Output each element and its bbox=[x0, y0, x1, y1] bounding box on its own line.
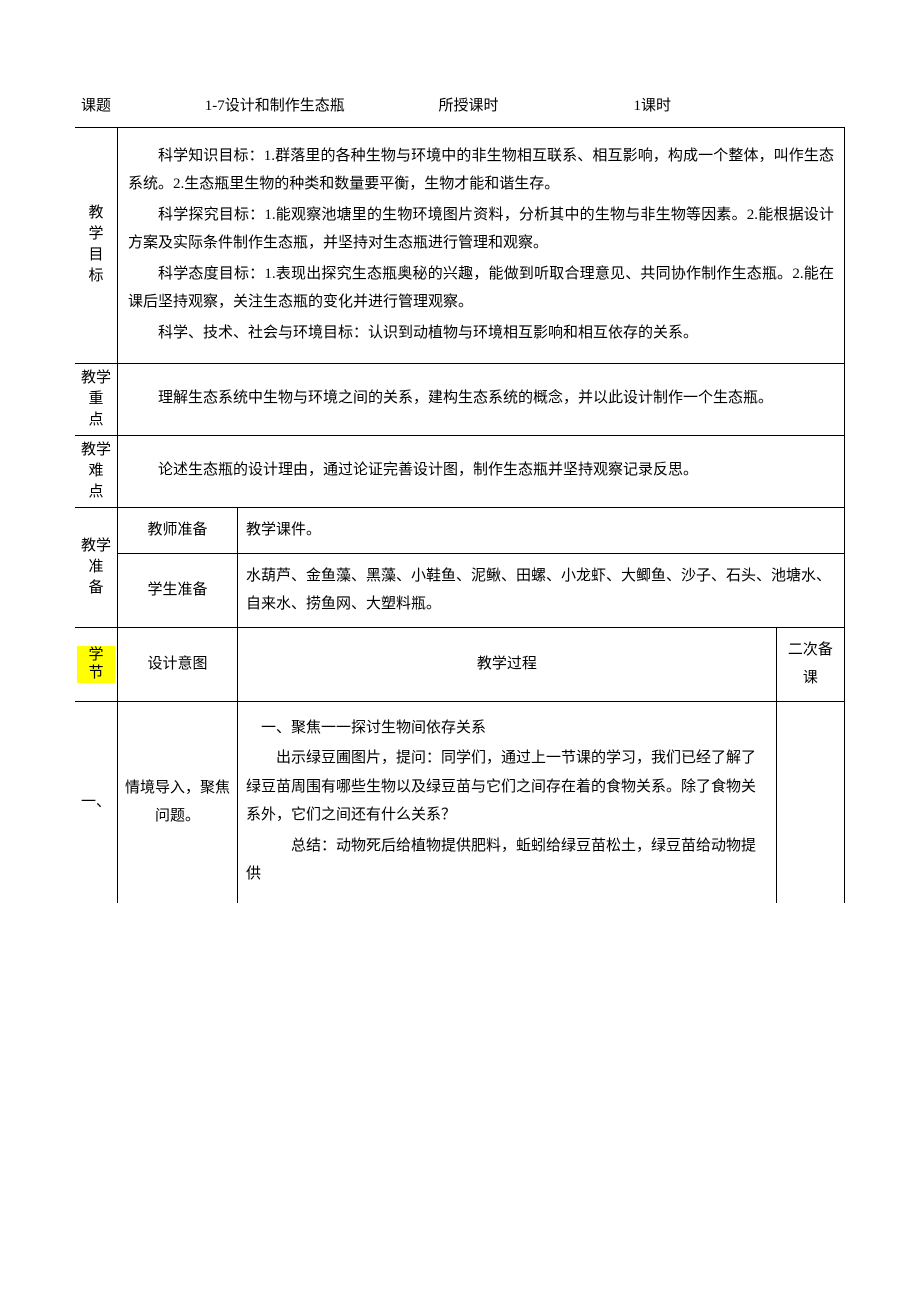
section1-p1: 一、聚焦一一探讨生物间依存关系 bbox=[246, 714, 768, 743]
process-col1-label: 学 节 bbox=[75, 627, 118, 701]
prep-label-2: 备 bbox=[77, 578, 115, 599]
section1-notes bbox=[776, 701, 844, 903]
kp-label-2: 点 bbox=[77, 410, 115, 431]
col1-a: 学 bbox=[77, 646, 115, 665]
keypoint-text: 理解生态系统中生物与环境之间的关系，建构生态系统的概念，并以此设计制作一个生态瓶… bbox=[128, 384, 834, 413]
section1-num: 一、 bbox=[75, 701, 118, 903]
difficulty-row: 教学难 点 论述生态瓶的设计理由，通过论证完善设计图，制作生态瓶并坚持观察记录反… bbox=[75, 436, 845, 508]
prep-teacher-label: 教师准备 bbox=[118, 508, 238, 554]
objective-attitude: 科学态度目标：1.表现出探究生态瓶奥秘的兴趣，能做到听取合理意见、共同协作制作生… bbox=[128, 260, 834, 317]
col1-b: 节 bbox=[77, 664, 115, 683]
objective-inquiry: 科学探究目标：1.能观察池塘里的生物环境图片资料，分析其中的生物与非生物等因素。… bbox=[128, 201, 834, 258]
difficulty-text: 论述生态瓶的设计理由，通过论证完善设计图，制作生态瓶并坚持观察记录反思。 bbox=[128, 456, 834, 485]
prep-student-label: 学生准备 bbox=[118, 553, 238, 627]
objective-stse: 科学、技术、社会与环境目标：认识到动植物与环境相互影响和相互依存的关系。 bbox=[128, 319, 834, 348]
period-label: 所授课时 bbox=[409, 92, 529, 121]
section1-p3: 总结：动物死后给植物提供肥料，蚯蚓给绿豆苗松土，绿豆苗给动物提供 bbox=[246, 832, 768, 889]
keypoint-content: 理解生态系统中生物与环境之间的关系，建构生态系统的概念，并以此设计制作一个生态瓶… bbox=[118, 364, 845, 436]
obj-label-3: 目 bbox=[77, 245, 115, 266]
obj-label-1: 教 bbox=[77, 203, 115, 224]
topic-label: 课题 bbox=[81, 92, 141, 121]
diff-label-1: 教学难 bbox=[77, 440, 115, 482]
objective-knowledge: 科学知识目标：1.群落里的各种生物与环境中的非生物相互联系、相互影响，构成一个整… bbox=[128, 142, 834, 199]
process-col3-label: 教学过程 bbox=[238, 627, 777, 701]
objectives-content: 科学知识目标：1.群落里的各种生物与环境中的非生物相互联系、相互影响，构成一个整… bbox=[118, 127, 845, 364]
lesson-plan-table: 课题 1-7设计和制作生态瓶 所授课时 1课时 教 学 目 标 科学知识目标：1… bbox=[75, 90, 845, 903]
header-cell: 课题 1-7设计和制作生态瓶 所授课时 1课时 bbox=[75, 90, 845, 127]
prep-label-1: 教学准 bbox=[77, 536, 115, 578]
objectives-label: 教 学 目 标 bbox=[75, 127, 118, 364]
keypoint-row: 教学重 点 理解生态系统中生物与环境之间的关系，建构生态系统的概念，并以此设计制… bbox=[75, 364, 845, 436]
section1-design: 情境导入，聚焦问题。 bbox=[118, 701, 238, 903]
prep-label: 教学准 备 bbox=[75, 508, 118, 628]
obj-label-2: 学 bbox=[77, 224, 115, 245]
section1-p2: 出示绿豆圃图片，提问：同学们，通过上一节课的学习，我们已经了解了绿豆苗周围有哪些… bbox=[246, 744, 768, 830]
process-col2-label: 设计意图 bbox=[118, 627, 238, 701]
section1-row: 一、 情境导入，聚焦问题。 一、聚焦一一探讨生物间依存关系 出示绿豆圃图片，提问… bbox=[75, 701, 845, 903]
difficulty-label: 教学难 点 bbox=[75, 436, 118, 508]
process-col4-label: 二次备课 bbox=[776, 627, 844, 701]
diff-label-2: 点 bbox=[77, 482, 115, 503]
section1-process: 一、聚焦一一探讨生物间依存关系 出示绿豆圃图片，提问：同学们，通过上一节课的学习… bbox=[238, 701, 777, 903]
objectives-row: 教 学 目 标 科学知识目标：1.群落里的各种生物与环境中的非生物相互联系、相互… bbox=[75, 127, 845, 364]
process-header-row: 学 节 设计意图 教学过程 二次备课 bbox=[75, 627, 845, 701]
prep-teacher-text: 教学课件。 bbox=[238, 508, 845, 554]
keypoint-label: 教学重 点 bbox=[75, 364, 118, 436]
prep-student-text: 水葫芦、金鱼藻、黑藻、小鞋鱼、泥鳅、田螺、小龙虾、大鲫鱼、沙子、石头、池塘水、自… bbox=[238, 553, 845, 627]
prep-teacher-row: 教学准 备 教师准备 教学课件。 bbox=[75, 508, 845, 554]
header-row: 课题 1-7设计和制作生态瓶 所授课时 1课时 bbox=[75, 90, 845, 127]
obj-label-4: 标 bbox=[77, 266, 115, 287]
topic-value: 1-7设计和制作生态瓶 bbox=[145, 92, 405, 121]
period-value: 1课时 bbox=[532, 92, 772, 121]
difficulty-content: 论述生态瓶的设计理由，通过论证完善设计图，制作生态瓶并坚持观察记录反思。 bbox=[118, 436, 845, 508]
kp-label-1: 教学重 bbox=[77, 368, 115, 410]
prep-student-row: 学生准备 水葫芦、金鱼藻、黑藻、小鞋鱼、泥鳅、田螺、小龙虾、大鲫鱼、沙子、石头、… bbox=[75, 553, 845, 627]
